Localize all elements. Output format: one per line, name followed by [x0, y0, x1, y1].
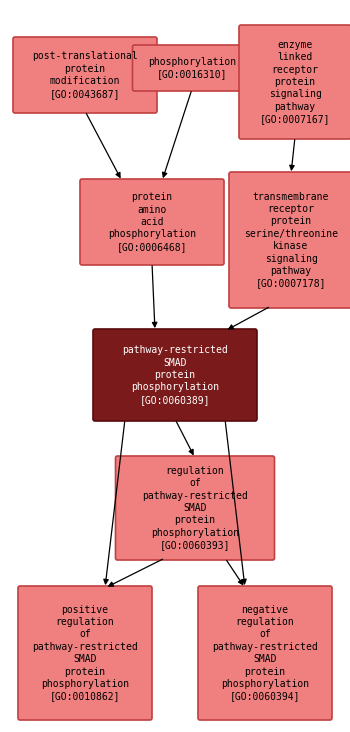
Text: negative
regulation
of
pathway-restricted
SMAD
protein
phosphorylation
[GO:00603: negative regulation of pathway-restricte… [212, 605, 318, 701]
Text: enzyme
linked
receptor
protein
signaling
pathway
[GO:0007167]: enzyme linked receptor protein signaling… [260, 40, 330, 124]
Text: pathway-restricted
SMAD
protein
phosphorylation
[GO:0060389]: pathway-restricted SMAD protein phosphor… [122, 346, 228, 405]
Text: regulation
of
pathway-restricted
SMAD
protein
phosphorylation
[GO:0060393]: regulation of pathway-restricted SMAD pr… [142, 466, 248, 550]
FancyBboxPatch shape [13, 37, 157, 113]
Text: phosphorylation
[GO:0016310]: phosphorylation [GO:0016310] [148, 57, 236, 79]
FancyBboxPatch shape [80, 179, 224, 265]
FancyBboxPatch shape [198, 586, 332, 720]
Text: transmembrane
receptor
protein
serine/threonine
kinase
signaling
pathway
[GO:000: transmembrane receptor protein serine/th… [244, 192, 338, 288]
FancyBboxPatch shape [116, 456, 274, 560]
FancyBboxPatch shape [93, 329, 257, 421]
FancyBboxPatch shape [229, 172, 350, 308]
FancyBboxPatch shape [133, 45, 252, 91]
Text: protein
amino
acid
phosphorylation
[GO:0006468]: protein amino acid phosphorylation [GO:0… [108, 193, 196, 252]
Text: post-translational
protein
modification
[GO:0043687]: post-translational protein modification … [32, 51, 138, 99]
FancyBboxPatch shape [18, 586, 152, 720]
FancyBboxPatch shape [239, 25, 350, 139]
Text: positive
regulation
of
pathway-restricted
SMAD
protein
phosphorylation
[GO:00108: positive regulation of pathway-restricte… [32, 605, 138, 701]
